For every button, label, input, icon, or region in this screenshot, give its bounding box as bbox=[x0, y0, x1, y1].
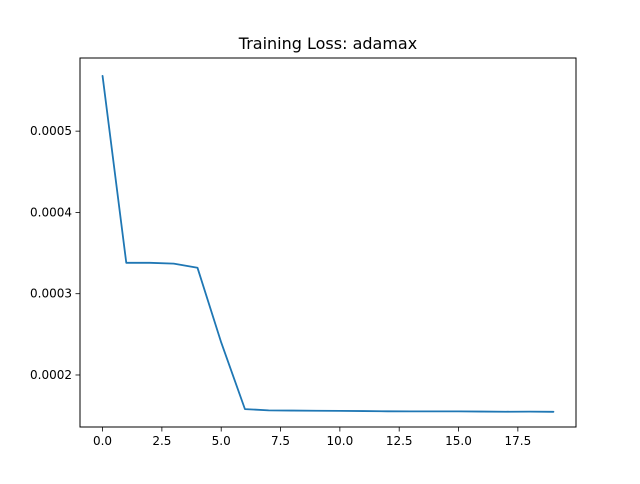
x-tick-label: 12.5 bbox=[386, 434, 413, 448]
x-tick-label: 7.5 bbox=[271, 434, 290, 448]
x-axis-ticks: 0.0 2.5 5.0 7.5 10.0 12.5 15.0 17.5 bbox=[93, 427, 531, 448]
y-tick-label: 0.0004 bbox=[30, 205, 72, 219]
y-tick-label: 0.0002 bbox=[30, 368, 72, 382]
x-tick-label: 17.5 bbox=[504, 434, 531, 448]
y-tick-label: 0.0005 bbox=[30, 124, 72, 138]
x-tick-label: 15.0 bbox=[445, 434, 472, 448]
loss-series-line bbox=[101, 74, 555, 413]
x-tick-label: 0.0 bbox=[93, 434, 112, 448]
y-axis-ticks: 0.0002 0.0003 0.0004 0.0005 bbox=[30, 124, 80, 382]
plot-area-frame bbox=[79, 57, 577, 428]
x-tick-label: 2.5 bbox=[152, 434, 171, 448]
y-tick-label: 0.0003 bbox=[30, 287, 72, 301]
x-tick-label: 10.0 bbox=[327, 434, 354, 448]
chart-title: Training Loss: adamax bbox=[238, 34, 417, 53]
x-tick-label: 5.0 bbox=[212, 434, 231, 448]
